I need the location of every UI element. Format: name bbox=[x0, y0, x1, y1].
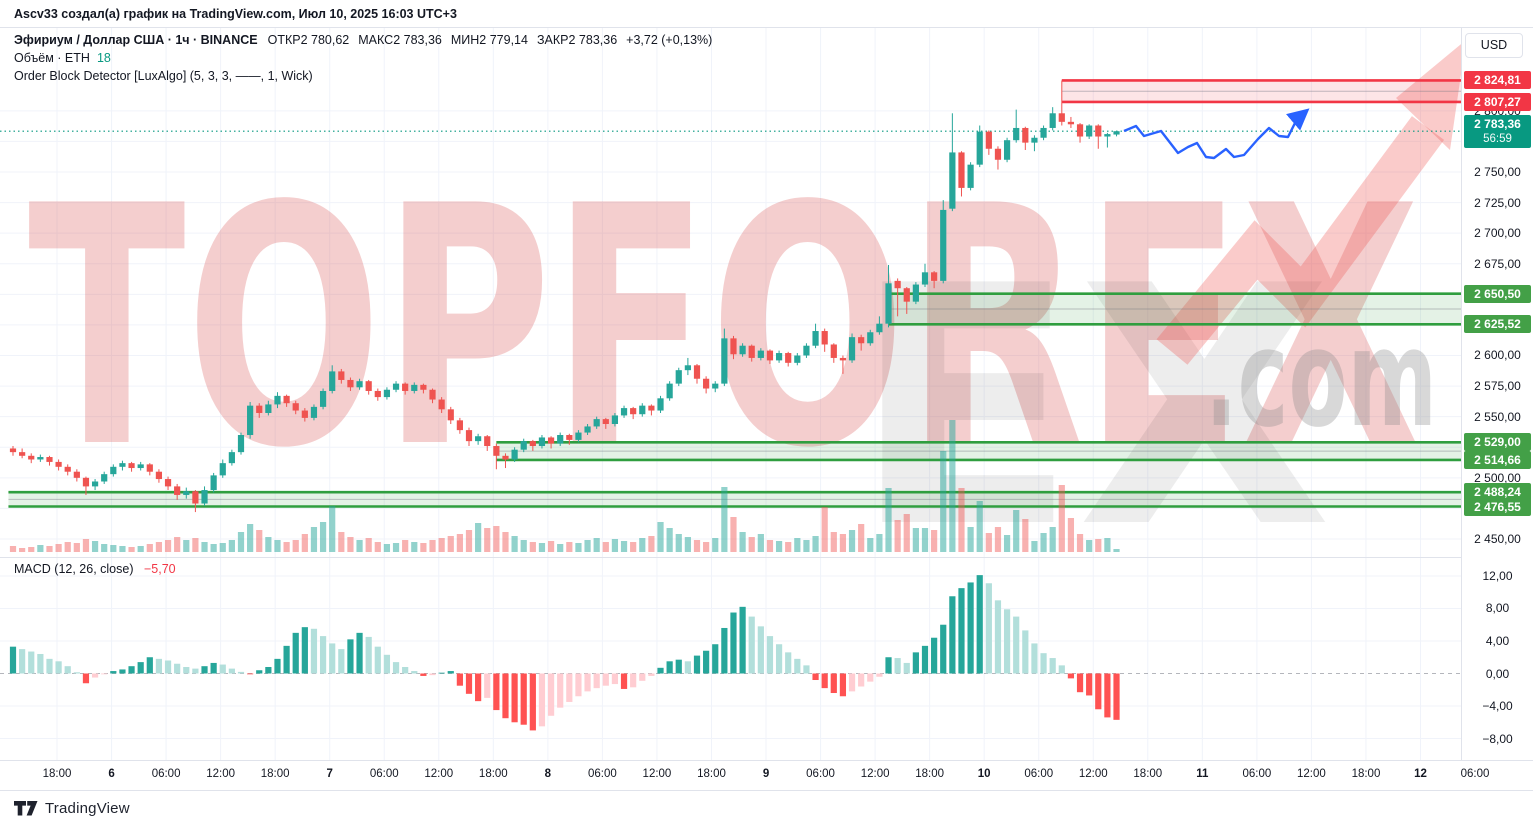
time-axis-label: 18:00 bbox=[697, 768, 726, 780]
ohlc-item: МАКС2 783,36 bbox=[358, 33, 442, 47]
tradingview-logo[interactable]: TradingView bbox=[14, 800, 130, 817]
time-axis-label: 12:00 bbox=[1297, 768, 1326, 780]
time-axis-day-label: 6 bbox=[108, 768, 115, 780]
time-axis-label: 06:00 bbox=[1242, 768, 1272, 780]
time-axis-label: 18:00 bbox=[1133, 768, 1163, 780]
order-block-zone bbox=[1061, 80, 1461, 102]
current-price-label: 2 783,36 56:59 bbox=[1464, 114, 1531, 148]
price-tick-label: −4,00 bbox=[1482, 699, 1513, 714]
watermark-arrow-icon bbox=[1156, 116, 1445, 365]
order-block-zone bbox=[888, 293, 1461, 325]
order-block-zone bbox=[8, 492, 1461, 507]
pane-separator[interactable] bbox=[0, 557, 1533, 558]
price-tick-label: 2 600,00 bbox=[1474, 348, 1521, 363]
ohlc-item: ЗАКР2 783,36 bbox=[536, 33, 618, 47]
volume-legend-value: 18 bbox=[96, 51, 111, 65]
time-axis-label: 18:00 bbox=[42, 768, 72, 780]
time-axis-label: 06:00 bbox=[151, 768, 181, 780]
time-axis-day-label: 7 bbox=[326, 768, 333, 780]
level-price-label: 2 514,66 bbox=[1464, 450, 1531, 469]
watermark-text: TOPFOREX bbox=[28, 136, 1420, 520]
time-axis-label: 06:00 bbox=[1460, 768, 1490, 780]
level-price-label: 2 488,24 bbox=[1464, 483, 1531, 502]
time-axis-label: 06:00 bbox=[369, 768, 399, 780]
price-tick-label: 4,00 bbox=[1485, 633, 1510, 648]
macd-legend-value: −5,70 bbox=[143, 562, 176, 576]
orderblock-legend-row[interactable]: Order Block Detector [LuxAlgo] (5, 3, 3,… bbox=[14, 69, 721, 83]
macd-legend-row[interactable]: MACD (12, 26, close) −5,70 bbox=[14, 562, 176, 576]
forecast-arrow bbox=[1123, 108, 1310, 160]
price-tick-label: 2 575,00 bbox=[1474, 379, 1521, 394]
watermark-suffix: .com bbox=[1205, 300, 1437, 457]
level-price-label: 2 529,00 bbox=[1464, 433, 1531, 452]
tradingview-logo-icon bbox=[14, 801, 38, 816]
price-tick-label: 2 550,00 bbox=[1474, 409, 1521, 424]
creator-text: Ascv33 создал(а) график на TradingView.c… bbox=[14, 7, 457, 21]
time-axis-day-label: 8 bbox=[544, 768, 552, 780]
price-tick-label: 8,00 bbox=[1485, 601, 1510, 616]
ohlc-item: МИН2 779,14 bbox=[450, 33, 528, 47]
time-axis-label: 12:00 bbox=[206, 768, 235, 780]
time-axis-label: 12:00 bbox=[424, 768, 454, 780]
price-tick-label: 2 450,00 bbox=[1474, 531, 1521, 546]
price-tick-label: 0,00 bbox=[1485, 666, 1510, 681]
time-axis-label: 12:00 bbox=[1078, 768, 1108, 780]
time-axis-label: 06:00 bbox=[588, 768, 617, 780]
time-axis-label: 12:00 bbox=[642, 768, 672, 780]
level-price-label: 2 625,52 bbox=[1464, 315, 1531, 334]
time-axis-label: 12:00 bbox=[860, 768, 890, 780]
price-tick-label: 12,00 bbox=[1482, 568, 1513, 583]
orderblock-legend-label: Order Block Detector [LuxAlgo] (5, 3, 3,… bbox=[14, 69, 313, 83]
time-axis-label: 18:00 bbox=[1351, 768, 1381, 780]
tradingview-logo-text: TradingView bbox=[45, 800, 130, 817]
chart-legend: Эфириум / Доллар США · 1ч · BINANCE ОТКР… bbox=[14, 33, 721, 87]
time-axis-day-label: 11 bbox=[1196, 768, 1209, 780]
volume-legend-label: Объём · ETH bbox=[14, 51, 90, 65]
footer-bar: TradingView bbox=[0, 790, 1533, 829]
macd-legend-label: MACD (12, 26, close) bbox=[14, 562, 134, 576]
time-axis-day-label: 10 bbox=[977, 768, 991, 780]
time-axis-label: 18:00 bbox=[478, 768, 508, 780]
order-block-zone bbox=[496, 442, 1461, 460]
price-tick-label: −8,00 bbox=[1482, 731, 1513, 746]
price-tick-label: 2 725,00 bbox=[1474, 195, 1521, 210]
time-axis-day-label: 9 bbox=[762, 768, 770, 780]
time-axis-day-label: 12 bbox=[1414, 768, 1427, 780]
creator-bar: Ascv33 создал(а) график на TradingView.c… bbox=[0, 0, 1533, 28]
level-price-label: 2 476,55 bbox=[1464, 497, 1531, 516]
time-axis-label: 18:00 bbox=[915, 768, 945, 780]
symbol-title: Эфириум / Доллар США · 1ч · BINANCE bbox=[14, 33, 258, 47]
price-change: +3,72 (+0,13%) bbox=[626, 33, 713, 47]
price-tick-label: 2 500,00 bbox=[1474, 470, 1521, 485]
time-axis[interactable]: 18:00 6 06:00 12:00 18:00 7 06:00 12:00 18:00 8 06… bbox=[0, 760, 1533, 791]
volume-legend-row[interactable]: Объём · ETH 18 bbox=[14, 51, 721, 65]
level-price-label: 2 650,50 bbox=[1464, 284, 1531, 303]
ohlc-item: ОТКР2 780,62 bbox=[267, 33, 350, 47]
level-price-label: 2 824,81 bbox=[1464, 71, 1531, 90]
symbol-legend-row[interactable]: Эфириум / Доллар США · 1ч · BINANCE ОТКР… bbox=[14, 33, 721, 47]
time-axis-label: 06:00 bbox=[806, 768, 835, 780]
price-tick-label: 2 750,00 bbox=[1474, 165, 1521, 179]
currency-toggle-button[interactable]: USD bbox=[1465, 33, 1523, 58]
time-axis-label: 18:00 bbox=[260, 768, 290, 780]
level-price-label: 2 807,27 bbox=[1464, 92, 1531, 111]
time-axis-label: 06:00 bbox=[1024, 768, 1054, 780]
price-axis[interactable]: USD 2 800,002 824,812 807,272 783,3656:5… bbox=[1461, 28, 1533, 790]
price-tick-label: 2 700,00 bbox=[1474, 226, 1521, 241]
ohlc-readout: ОТКР2 780,62 МАКС2 783,36 МИН2 779,14 ЗАКР2… bbox=[268, 33, 627, 47]
price-tick-label: 2 675,00 bbox=[1474, 256, 1521, 271]
